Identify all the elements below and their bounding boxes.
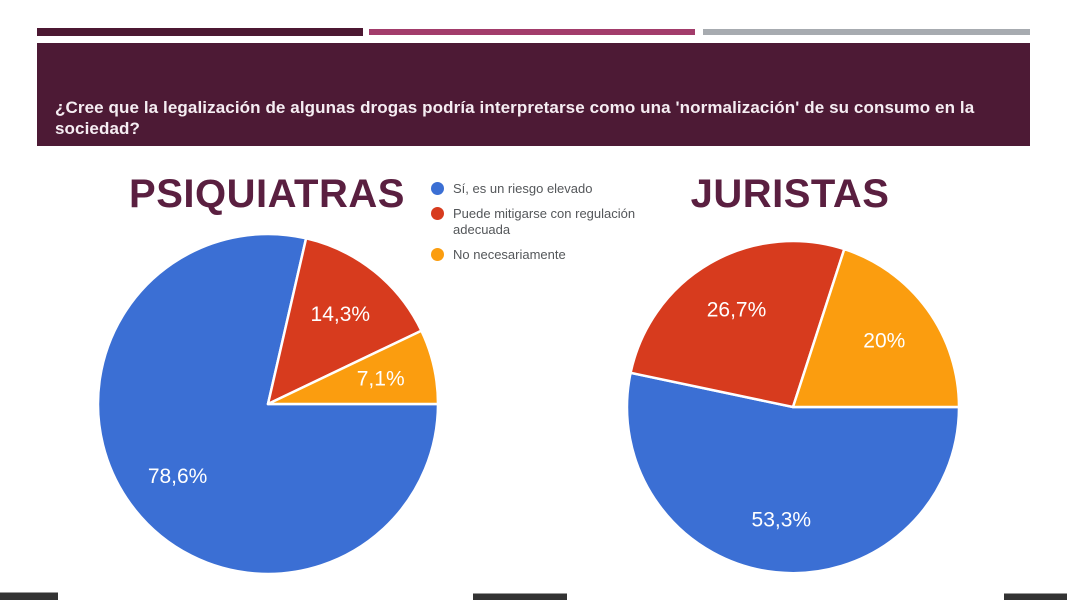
chart-legend: Sí, es un riesgo elevado Puede mitigarse… (431, 181, 661, 272)
legend-label: Sí, es un riesgo elevado (453, 181, 593, 196)
legend-item: No necesariamente (431, 247, 661, 263)
top-accent-bar-left (37, 28, 363, 36)
bottom-accent-bar-right (1004, 593, 1067, 600)
legend-dot-red-icon (431, 207, 444, 220)
legend-label: No necesariamente (453, 247, 566, 262)
pie-chart-psiquiatras: 78,6% 14,3% 7,1% (96, 232, 440, 576)
legend-label: Puede mitigarse con regulación adecuada (453, 206, 636, 237)
pie-slice (791, 247, 961, 409)
chart-title-psiquiatras: PSIQUIATRAS (129, 172, 405, 216)
pie-slice-value-label: 20% (863, 330, 905, 353)
top-accent-bar-middle (369, 29, 695, 35)
legend-dot-blue-icon (431, 182, 444, 195)
pie-slice (266, 237, 423, 406)
question-text: ¿Cree que la legalización de algunas dro… (55, 98, 975, 138)
top-accent-bar-right (703, 29, 1030, 35)
pie-slice-value-label: 7,1% (357, 367, 405, 390)
chart-title-juristas: JURISTAS (690, 172, 890, 216)
pie-slice (266, 329, 440, 406)
pie-chart-juristas: 53,3% 26,7% 20% (625, 239, 961, 575)
bottom-accent-bar-middle (473, 593, 567, 600)
pie-slice (629, 239, 846, 409)
legend-item: Sí, es un riesgo elevado (431, 181, 661, 197)
pie-slice-value-label: 26,7% (707, 298, 767, 321)
pie-slice-value-label: 14,3% (311, 303, 371, 326)
legend-dot-orange-icon (431, 248, 444, 261)
pie-slice-value-label: 78,6% (148, 465, 208, 488)
pie-slice-value-label: 53,3% (752, 508, 812, 531)
legend-item: Puede mitigarse con regulación adecuada (431, 206, 661, 238)
pie-slice (625, 371, 961, 575)
question-header: ¿Cree que la legalización de algunas dro… (37, 43, 1030, 146)
bottom-accent-bar-left (0, 592, 58, 600)
